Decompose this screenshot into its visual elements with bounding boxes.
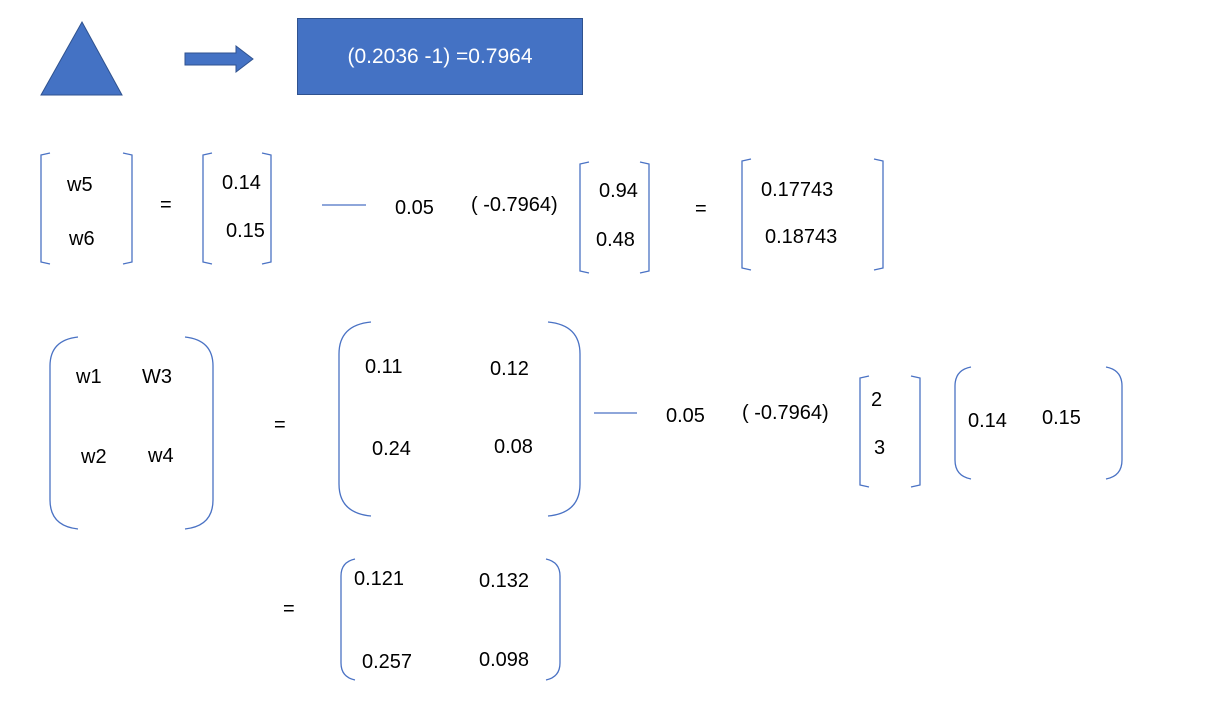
bracket-input-left bbox=[579, 161, 590, 274]
learning-rate: 0.05 bbox=[395, 197, 434, 219]
new-w2-value: 0.257 bbox=[362, 651, 413, 673]
paren-rowvec-left bbox=[954, 366, 972, 480]
new-w3-value: 0.132 bbox=[479, 570, 530, 592]
old-w3-value: 0.12 bbox=[490, 358, 529, 380]
delta-value: ( -0.7964) bbox=[471, 194, 558, 216]
w2-label: w2 bbox=[81, 446, 107, 468]
equals-sign: = bbox=[695, 198, 707, 220]
w3-label: W3 bbox=[142, 366, 172, 388]
learning-rate: 0.05 bbox=[666, 405, 705, 427]
new-w6-value: 0.18743 bbox=[765, 226, 838, 248]
bracket-result56-left bbox=[741, 158, 752, 271]
paren-rowvec-right bbox=[1105, 366, 1123, 480]
paren-old-left bbox=[338, 321, 372, 517]
bracket-vec-left bbox=[859, 375, 870, 488]
bracket-w56-left bbox=[40, 152, 51, 265]
paren-result-right bbox=[545, 558, 561, 681]
bracket-w56-right bbox=[122, 152, 133, 265]
new-w1-value: 0.121 bbox=[354, 568, 405, 590]
new-w4-value: 0.098 bbox=[479, 649, 530, 671]
bracket-old56-right bbox=[261, 152, 272, 265]
row-vector-value-2: 0.15 bbox=[1042, 407, 1081, 429]
bracket-result56-right bbox=[873, 158, 884, 271]
w5-label: w5 bbox=[67, 174, 93, 196]
new-w5-value: 0.17743 bbox=[761, 179, 834, 201]
old-w6-value: 0.15 bbox=[226, 220, 265, 242]
old-w5-value: 0.14 bbox=[222, 172, 261, 194]
equals-sign: = bbox=[160, 194, 172, 216]
w4-label: w4 bbox=[148, 445, 174, 467]
paren-result-left bbox=[340, 558, 356, 681]
vector-value-2: 3 bbox=[874, 437, 886, 459]
bracket-input-right bbox=[639, 161, 650, 274]
right-arrow-icon bbox=[184, 44, 254, 74]
vector-value-1: 2 bbox=[871, 389, 883, 411]
old-w4-value: 0.08 bbox=[494, 436, 533, 458]
paren-old-right bbox=[547, 321, 581, 517]
bracket-old56-left bbox=[202, 152, 213, 265]
old-w1-value: 0.11 bbox=[365, 356, 403, 378]
w1-label: w1 bbox=[76, 366, 102, 388]
input-value-1: 0.94 bbox=[599, 180, 638, 202]
triangle-icon bbox=[40, 20, 123, 96]
input-value-2: 0.48 bbox=[596, 229, 635, 251]
old-w2-value: 0.24 bbox=[372, 438, 411, 460]
equals-sign: = bbox=[283, 598, 295, 620]
error-expression-box: (0.2036 -1) =0.7964 bbox=[297, 18, 583, 95]
w6-label: w6 bbox=[69, 228, 95, 250]
paren-w-right bbox=[184, 336, 214, 530]
error-expression-text: (0.2036 -1) =0.7964 bbox=[347, 44, 533, 68]
equals-sign: = bbox=[274, 414, 286, 436]
row-vector-value-1: 0.14 bbox=[968, 410, 1007, 432]
paren-w-left bbox=[49, 336, 79, 530]
bracket-vec-right bbox=[910, 375, 921, 488]
delta-value: ( -0.7964) bbox=[742, 402, 829, 424]
